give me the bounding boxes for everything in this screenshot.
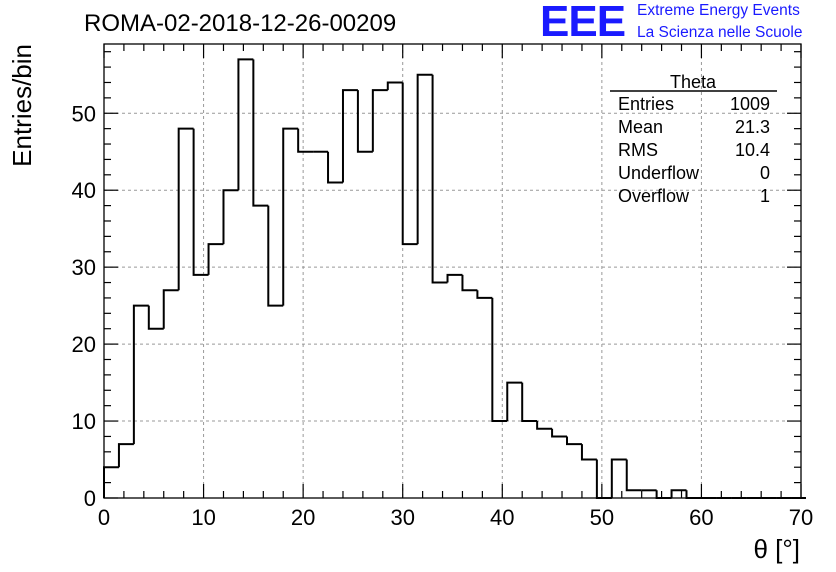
histogram-bin [371,89,388,152]
histogram-bin [147,305,164,330]
stats-value: 0 [760,163,770,183]
histogram-bin [685,490,702,499]
eee-logo: EEE [540,0,626,46]
chart-title: ROMA-02-2018-12-26-00209 [84,10,397,37]
y-axis-label: Entries/bin [7,44,37,167]
histogram-bin [416,73,433,245]
y-tick-label: 0 [84,486,96,511]
histogram-bin [461,274,478,292]
stats-label: Underflow [618,163,700,183]
x-tick-label: 70 [789,505,813,530]
y-tick-label: 30 [72,255,96,280]
histogram-bin [670,489,687,498]
x-tick-labels: 0 10 20 30 40 50 60 70 [98,505,813,530]
histogram-bin [252,59,269,207]
histogram-bin [282,127,299,306]
stats-value: 21.3 [735,117,770,137]
y-tick-labels: 0 10 20 30 40 50 [72,101,96,511]
stats-label: Entries [618,94,674,114]
histogram-bin [237,58,254,191]
y-tick-label: 10 [72,409,96,434]
histogram-bin [356,90,373,153]
y-tick-label: 40 [72,178,96,203]
logo-caption-line1: Extreme Energy Events [637,2,800,19]
histogram-bin [580,444,597,461]
grid-lines [104,44,801,498]
x-tick-label: 50 [590,505,614,530]
histogram-bin [401,82,418,246]
histogram-bin [506,381,523,422]
histogram-bin [192,128,209,276]
histogram-bin [386,81,403,91]
x-tick-label: 0 [98,505,110,530]
stats-value: 1009 [730,94,770,114]
histogram-bin [536,421,553,430]
x-tick-label: 60 [689,505,713,530]
histogram-bin [551,428,568,438]
histogram-bin [476,290,493,299]
y-tick-label: 50 [72,101,96,126]
y-tick-label: 20 [72,332,96,357]
histogram-bin [267,205,284,307]
histogram-bin [446,273,463,283]
histogram-bin [595,459,612,499]
histogram-bin [431,74,448,284]
stats-title: Theta [670,72,717,92]
histogram-bin [625,459,642,492]
plot-frame [103,43,802,499]
stats-value: 1 [760,186,770,206]
histogram-bin [117,443,134,468]
histogram-bin [297,128,314,153]
histogram-bin [655,490,672,499]
histogram-bin [132,304,149,445]
histogram-bin [327,151,343,184]
stats-label: Mean [618,117,663,137]
histogram-bars [103,58,806,499]
stats-label: Overflow [618,186,690,206]
histogram-bin [207,243,224,275]
histogram-bin [610,458,627,498]
histogram-bin [222,189,239,245]
x-tick-label: 30 [390,505,414,530]
histogram-bin [162,289,179,329]
histogram-bin [491,297,508,423]
histogram-bin [177,127,194,291]
histogram-bin [566,436,582,446]
histogram-bin [521,382,538,423]
logo-caption-line2: La Scienza nelle Scuole [637,24,803,41]
x-axis-label: θ [°] [753,534,800,564]
histogram-bin [341,89,358,183]
x-tick-label: 40 [490,505,514,530]
stats-box: Theta Entries 1009 Mean 21.3 RMS 10.4 Underflo… [610,72,777,206]
x-tick-label: 20 [291,505,315,530]
stats-value: 10.4 [735,140,770,160]
axis-ticks [103,44,802,499]
stats-label: RMS [618,140,658,160]
x-tick-label: 10 [191,505,215,530]
